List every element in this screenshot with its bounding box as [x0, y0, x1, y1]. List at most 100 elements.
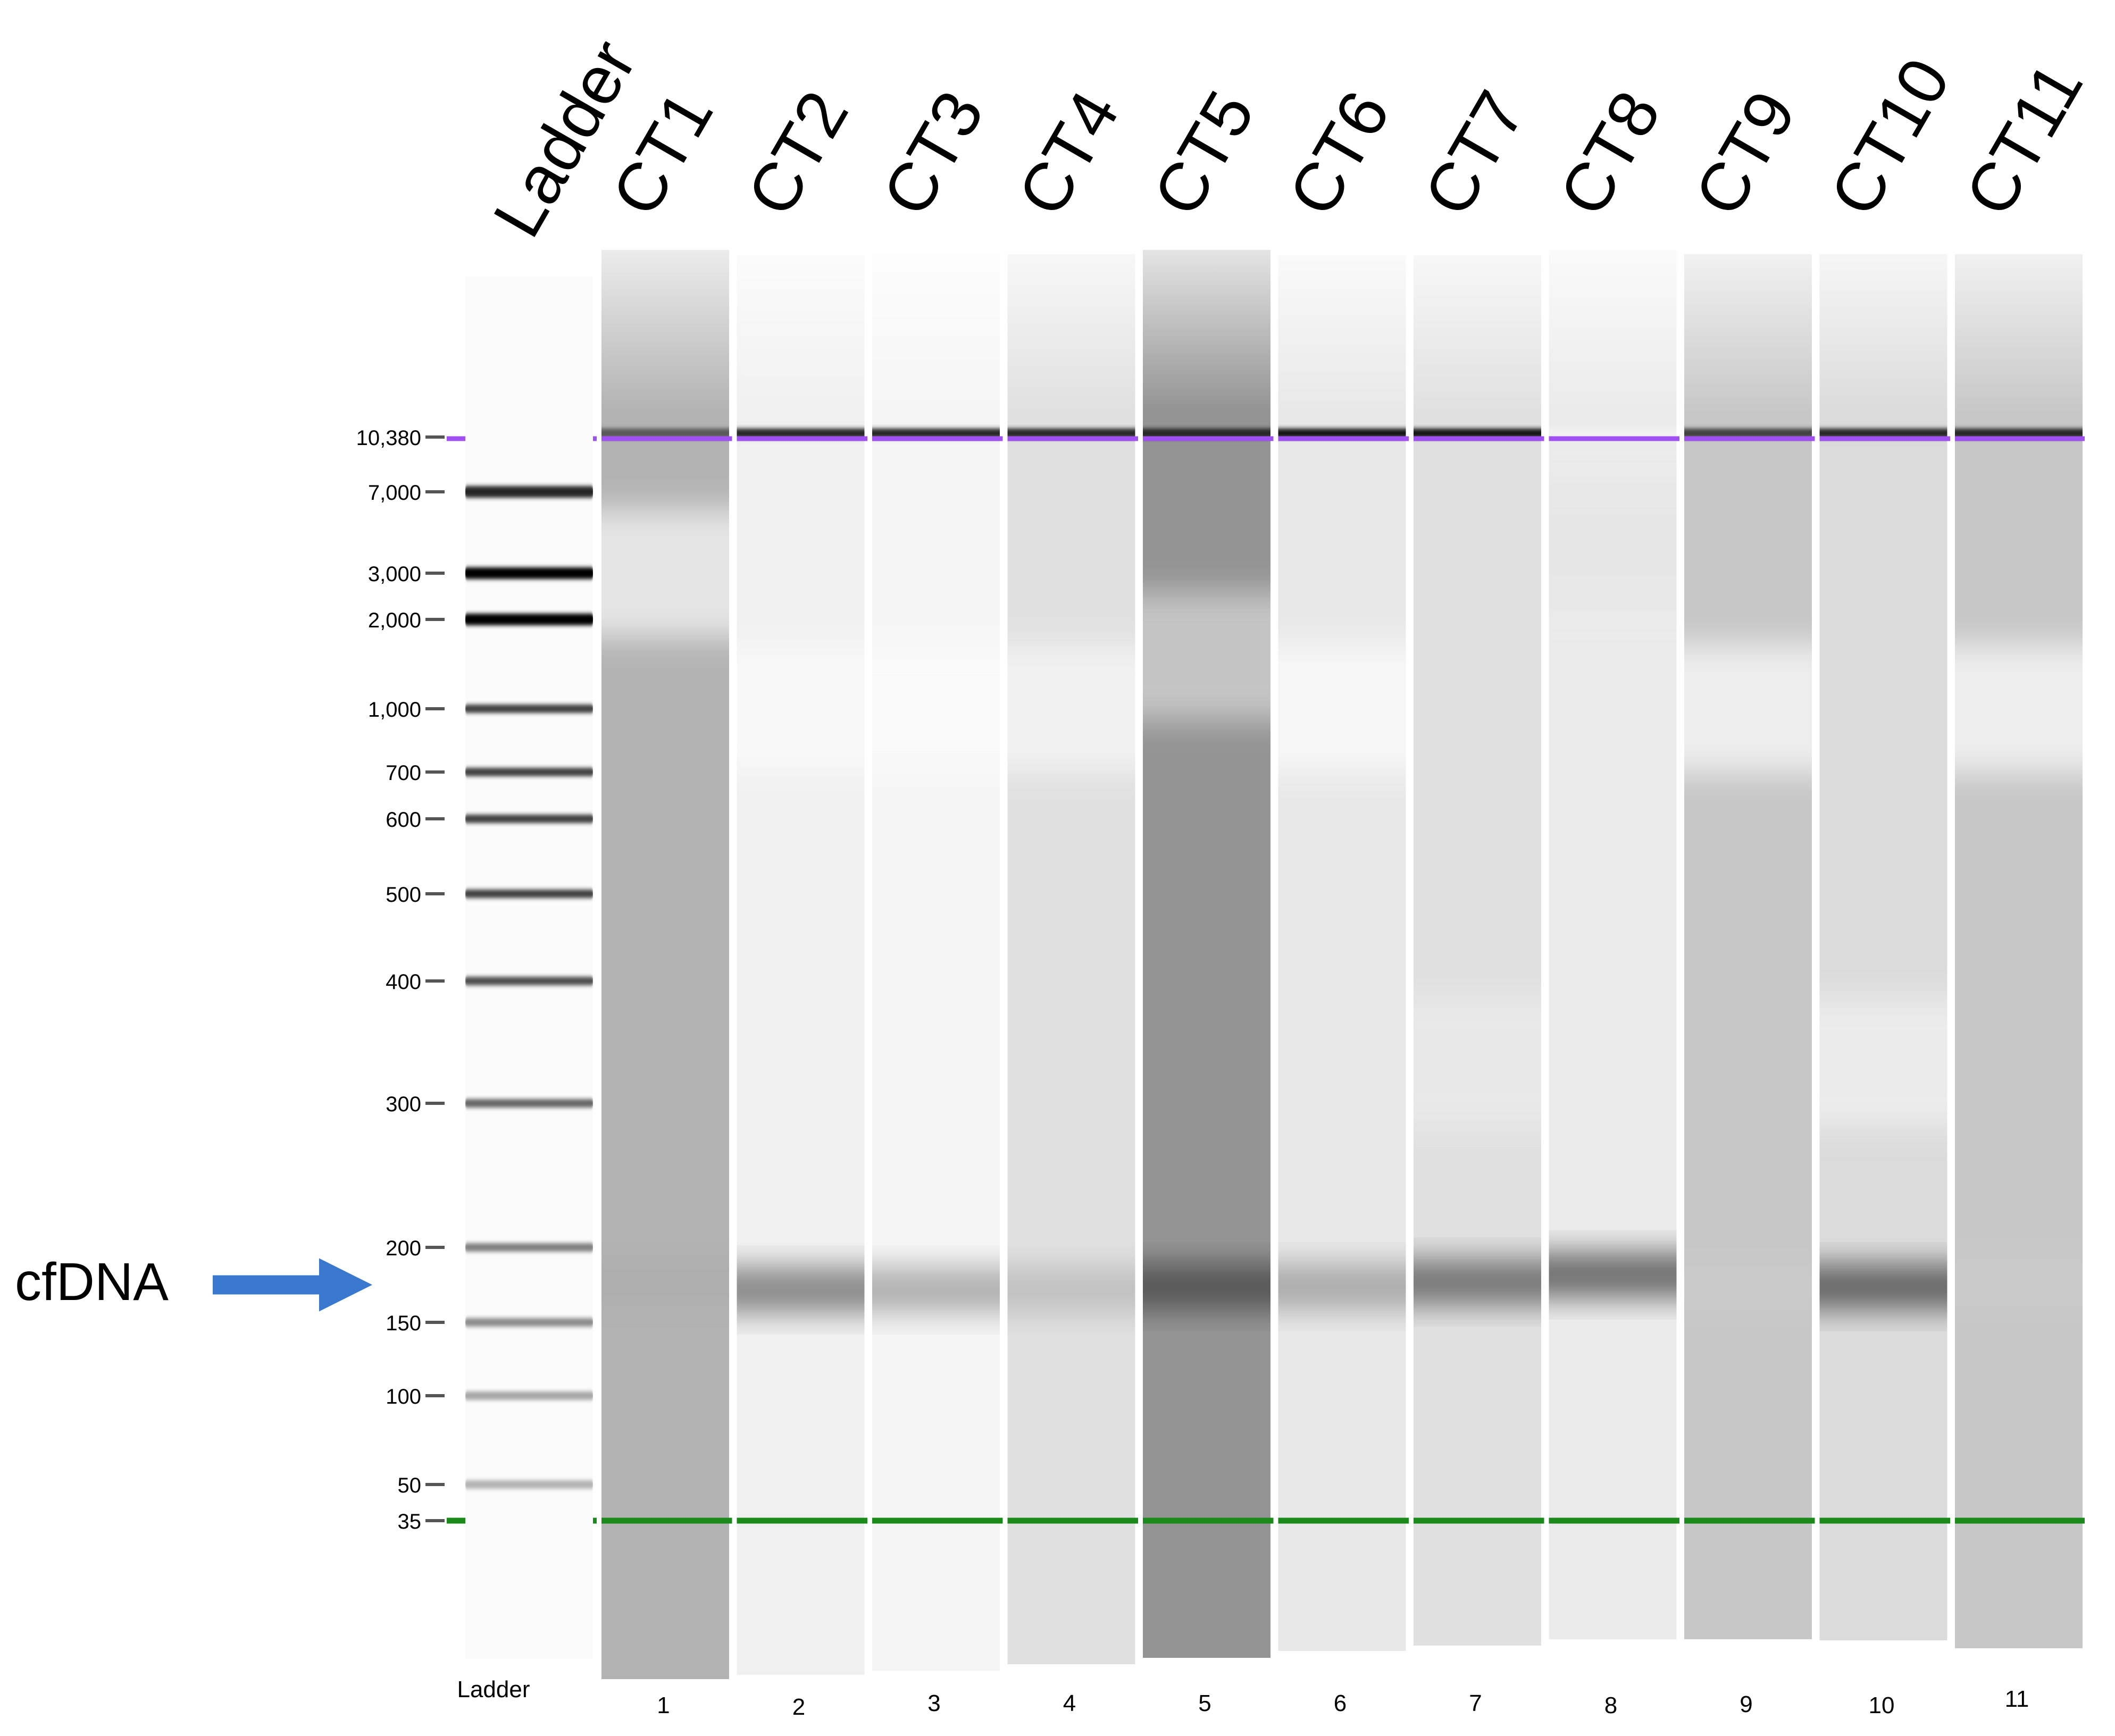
- lane-number-label: 2: [792, 1694, 805, 1720]
- lane-cfdna-band: [871, 1267, 1000, 1312]
- lane-cfdna-band: [1276, 1264, 1406, 1309]
- ladder-band: [465, 890, 593, 898]
- lane-gap: [597, 234, 601, 1701]
- lane-ct5: [1141, 250, 1270, 1658]
- lane-top-fade: [1818, 254, 1947, 414]
- lane-header-label: CT11: [1951, 51, 2097, 228]
- ladder-footer-label: Ladder: [457, 1676, 530, 1703]
- lane-cfdna-band: [1547, 1252, 1677, 1297]
- lane-ct1: [600, 250, 729, 1679]
- lane-top-band: [1683, 429, 1812, 438]
- lane-number-label: 7: [1469, 1690, 1482, 1716]
- lane-smear: [1412, 999, 1541, 1127]
- ladder-size-label: 7,000: [368, 481, 421, 505]
- lane-gap: [1002, 234, 1008, 1701]
- lane-gap: [1409, 234, 1414, 1701]
- lane-top-band: [1276, 429, 1406, 438]
- ladder-band: [465, 815, 593, 823]
- lane-gap: [1138, 234, 1143, 1701]
- ladder-band: [465, 705, 593, 713]
- lane-gap: [1950, 234, 1955, 1701]
- ladder-size-label: 35: [398, 1510, 422, 1533]
- lane-top-fade: [1006, 254, 1135, 414]
- lane-top-fade: [1953, 254, 2083, 414]
- lane-header-label: CT6: [1274, 79, 1405, 228]
- lane-background: [1547, 250, 1677, 1639]
- ladder-lane: [465, 276, 593, 1659]
- lane-top-band: [600, 429, 729, 438]
- cfdna-arrow-icon: [213, 1258, 372, 1312]
- ladder-band: [465, 1480, 593, 1489]
- lane-ct4: [1006, 254, 1135, 1664]
- lane-number-label: 11: [2005, 1686, 2029, 1712]
- lane-header-label: CT7: [1409, 79, 1540, 228]
- lane-top-band: [735, 429, 865, 438]
- lane-ct6: [1276, 255, 1406, 1651]
- lane-top-band: [1547, 429, 1677, 438]
- lane-background: [871, 254, 1000, 1671]
- lane-ct10: [1818, 254, 1947, 1640]
- ladder-size-label: 200: [386, 1237, 421, 1260]
- ladder-band: [465, 1243, 593, 1252]
- ladder-band: [465, 1391, 593, 1400]
- ladder-size-label: 300: [386, 1093, 421, 1116]
- lane-number-label: 9: [1740, 1691, 1752, 1717]
- lane-gap: [1815, 234, 1820, 1701]
- cfdna-annotation: cfDNA: [15, 1252, 372, 1312]
- ladder-size-label: 500: [386, 883, 421, 907]
- lane-number-label: 10: [1869, 1692, 1895, 1718]
- lane-smear: [1006, 645, 1135, 773]
- lane-top-fade: [1412, 255, 1541, 415]
- lane-cfdna-band: [1953, 1260, 2083, 1305]
- lane-top-band: [1818, 429, 1947, 438]
- lane-smear: [600, 509, 729, 637]
- lane-top-band: [1141, 429, 1270, 438]
- lane-header-label: CT8: [1545, 79, 1675, 228]
- lane-top-band: [1412, 429, 1541, 438]
- lane-header-label: CT4: [1004, 79, 1134, 228]
- lane-ct7: [1412, 255, 1541, 1646]
- lane-background: [1683, 254, 1812, 1639]
- lane-gap: [867, 234, 872, 1701]
- ladder-size-label: 10,380: [356, 426, 421, 450]
- ladder-size-label: 1,000: [368, 698, 421, 722]
- lane-ct2: [735, 255, 865, 1675]
- ladder-band: [465, 1099, 593, 1108]
- ladder-layer: [465, 276, 593, 1659]
- lane-background: [735, 255, 865, 1675]
- lane-header-label: CT3: [868, 79, 998, 228]
- lane-gap: [732, 234, 737, 1701]
- lane-cfdna-band: [1412, 1260, 1541, 1305]
- lane-number-label: 8: [1604, 1692, 1617, 1718]
- lane-number-label: 3: [927, 1690, 940, 1716]
- lane-cfdna-band: [600, 1260, 729, 1305]
- ladder-size-label: 150: [386, 1312, 421, 1335]
- lane-smear: [1276, 645, 1406, 773]
- markers-layer: [447, 234, 2085, 1701]
- lane-ct3: [871, 254, 1000, 1671]
- lane-gap: [1679, 234, 1684, 1701]
- lane-top-fade: [735, 255, 865, 415]
- lane-cfdna-band: [1006, 1267, 1135, 1312]
- lane-background: [1412, 255, 1541, 1646]
- lane-smear: [735, 645, 865, 773]
- lane-top-fade: [600, 250, 729, 409]
- lane-top-band: [1953, 429, 2083, 438]
- lane-cfdna-band: [1818, 1264, 1947, 1309]
- lane-number-label: 6: [1334, 1690, 1347, 1716]
- ladder-band: [465, 486, 593, 498]
- lane-smear: [1683, 645, 1812, 773]
- lane-cfdna-band: [735, 1267, 865, 1312]
- ladder-size-label: 100: [386, 1385, 421, 1408]
- lane-background: [1818, 254, 1947, 1640]
- lane-smear: [1818, 999, 1947, 1127]
- ladder-size-label: 50: [398, 1474, 422, 1497]
- ladder-band: [465, 567, 593, 579]
- lane-top-fade: [1547, 250, 1677, 409]
- ladder-header-label: Ladder: [479, 28, 650, 249]
- lane-smear: [1141, 592, 1270, 720]
- lane-smear: [1547, 482, 1677, 610]
- ladder-band: [465, 768, 593, 776]
- lane-ct8: [1547, 250, 1677, 1639]
